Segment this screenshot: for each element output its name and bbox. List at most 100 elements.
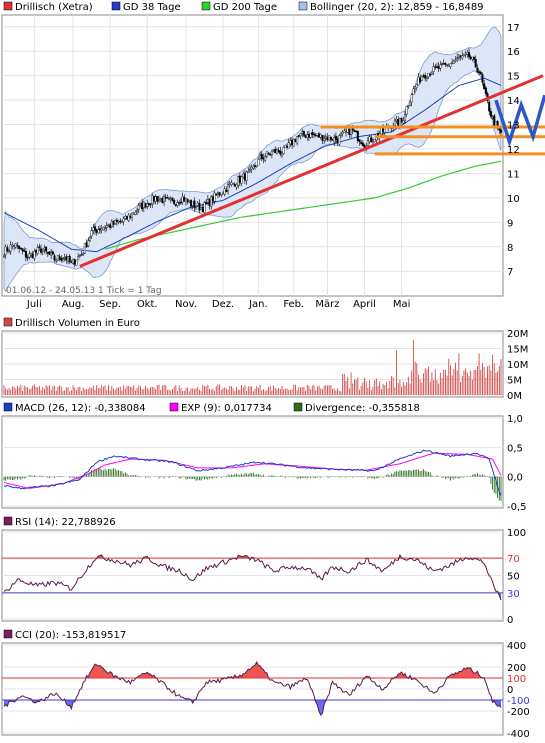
candle-body (68, 255, 71, 262)
price-y-axis: 7 8 9 10 11 12 13 14 15 16 17 (507, 23, 520, 278)
candle-body (117, 220, 120, 223)
candle-body (35, 250, 38, 253)
candle-body (206, 199, 209, 203)
candle-body (127, 214, 130, 221)
volume-y-tick: 5M (507, 376, 522, 387)
candle-body (425, 77, 428, 79)
candle-body (366, 140, 369, 146)
candle-body (287, 142, 290, 149)
candle-body (174, 204, 177, 206)
candle-body (36, 247, 39, 254)
candle-body (262, 157, 265, 160)
gd38-path (3, 77, 502, 253)
candle-body (403, 114, 406, 122)
candle-body (235, 184, 238, 188)
candle-body (439, 64, 442, 69)
candle-body (109, 224, 112, 228)
candle-body (33, 251, 36, 259)
candle-body (488, 101, 491, 112)
macd-line (3, 449, 502, 497)
candle-body (452, 61, 455, 64)
candle-body (481, 74, 484, 83)
candle-body (70, 261, 73, 264)
candle-body (157, 199, 160, 201)
candle-body (489, 111, 492, 117)
candle-body (469, 56, 472, 59)
candle-body (430, 72, 433, 75)
candle-body (247, 171, 250, 173)
candle-body (491, 116, 494, 119)
legend-swatch-macd (3, 402, 13, 412)
candle-body (326, 136, 329, 141)
candle-body (24, 251, 27, 258)
candle-body (307, 134, 310, 138)
candle-body (92, 227, 95, 231)
volume-bars (3, 339, 502, 395)
candle-body (370, 137, 373, 143)
cci-y-tick: -400 (507, 729, 530, 740)
candle-body (368, 136, 371, 142)
candle-body (294, 139, 297, 142)
range-note: 01.06.12 - 24.05.13 1 Tick = 1 Tag (6, 286, 162, 296)
candle-body (119, 220, 122, 223)
volume-title: Drillisch Volumen in Euro (15, 318, 140, 329)
candle-body (161, 198, 164, 204)
candle-body (286, 146, 289, 148)
candle-body (336, 138, 339, 144)
cci-y-tick: -100 (507, 696, 530, 707)
candle-body (45, 246, 48, 252)
candle-body (159, 198, 162, 200)
candle-body (186, 199, 189, 202)
candle-body (292, 139, 295, 147)
legend-macd: MACD (26, 12): -0,338084 (15, 403, 146, 414)
macd-y-tick: -0,5 (507, 502, 527, 513)
candle-body (296, 136, 299, 144)
candle-body (412, 88, 415, 95)
legend-swatch-bollinger (298, 1, 308, 11)
candle-body (146, 203, 149, 207)
candle-body (444, 63, 447, 65)
candle-body (220, 193, 223, 196)
price-y-tick: 15 (507, 72, 520, 83)
candle-body (154, 196, 157, 202)
candle-body (100, 228, 103, 231)
macd-y-tick: 0,0 (507, 473, 523, 484)
exp-line (3, 452, 502, 489)
legend-rsi: RSI (14): 22,788926 (15, 517, 116, 528)
month-tick: Feb. (283, 299, 304, 310)
rsi-y-tick: 70 (507, 554, 520, 565)
candle-body (435, 66, 438, 68)
price-y-tick: 10 (507, 194, 520, 205)
candle-body (200, 207, 203, 210)
candle-body (21, 248, 24, 252)
candle-body (230, 182, 233, 185)
candle-body (178, 202, 181, 204)
cci-line (3, 660, 502, 716)
volume-y-tick: 20M (507, 329, 528, 340)
candle-body (228, 183, 231, 186)
legend-swatch-price (3, 1, 13, 11)
candle-body (259, 155, 262, 160)
candle-body (274, 149, 277, 154)
candle-body (114, 220, 117, 224)
candle-body (291, 139, 294, 146)
candle-body (464, 53, 467, 56)
candle-body (361, 142, 364, 146)
cci-y-tick: 100 (507, 674, 526, 685)
candle-body (282, 147, 285, 154)
candle-body (82, 252, 85, 255)
candle-body (343, 130, 346, 133)
candle-body (311, 131, 314, 136)
candle-body (356, 130, 359, 141)
candle-body (55, 259, 58, 262)
candle-body (169, 198, 172, 201)
candle-body (383, 127, 386, 133)
candle-body (77, 256, 80, 261)
candle-body (420, 76, 423, 81)
candle-body (73, 259, 76, 265)
candle-body (243, 173, 246, 181)
candle-body (289, 140, 292, 145)
candle-body (456, 57, 459, 59)
legend-swatch-gd38 (111, 1, 121, 11)
candle-body (446, 64, 449, 66)
